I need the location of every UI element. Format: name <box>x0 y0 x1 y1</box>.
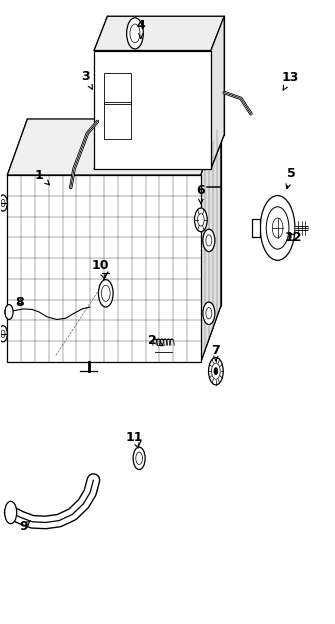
Text: 1: 1 <box>35 168 50 185</box>
Text: 9: 9 <box>19 520 30 534</box>
Circle shape <box>133 447 145 469</box>
Circle shape <box>0 326 7 342</box>
Text: 4: 4 <box>136 19 145 38</box>
Circle shape <box>203 302 215 324</box>
Circle shape <box>0 195 7 211</box>
Circle shape <box>5 305 13 319</box>
Text: 10: 10 <box>91 260 109 278</box>
Circle shape <box>203 229 215 251</box>
Polygon shape <box>7 119 221 175</box>
Polygon shape <box>211 16 224 169</box>
Text: 3: 3 <box>81 70 92 89</box>
Circle shape <box>5 501 17 524</box>
Polygon shape <box>94 16 224 51</box>
Text: 5: 5 <box>286 167 295 188</box>
Circle shape <box>98 280 113 307</box>
Polygon shape <box>252 218 260 237</box>
Text: 12: 12 <box>285 231 303 244</box>
Text: 13: 13 <box>282 71 299 90</box>
Polygon shape <box>201 119 221 362</box>
Text: 6: 6 <box>197 184 205 203</box>
Circle shape <box>127 18 143 49</box>
Circle shape <box>195 208 207 232</box>
Text: 2: 2 <box>148 333 163 346</box>
Circle shape <box>214 368 218 375</box>
Polygon shape <box>7 175 201 362</box>
Text: 8: 8 <box>16 296 24 308</box>
Text: 11: 11 <box>125 431 143 448</box>
Circle shape <box>208 358 223 385</box>
Text: 7: 7 <box>211 344 220 361</box>
Polygon shape <box>94 51 211 169</box>
Circle shape <box>260 195 295 260</box>
